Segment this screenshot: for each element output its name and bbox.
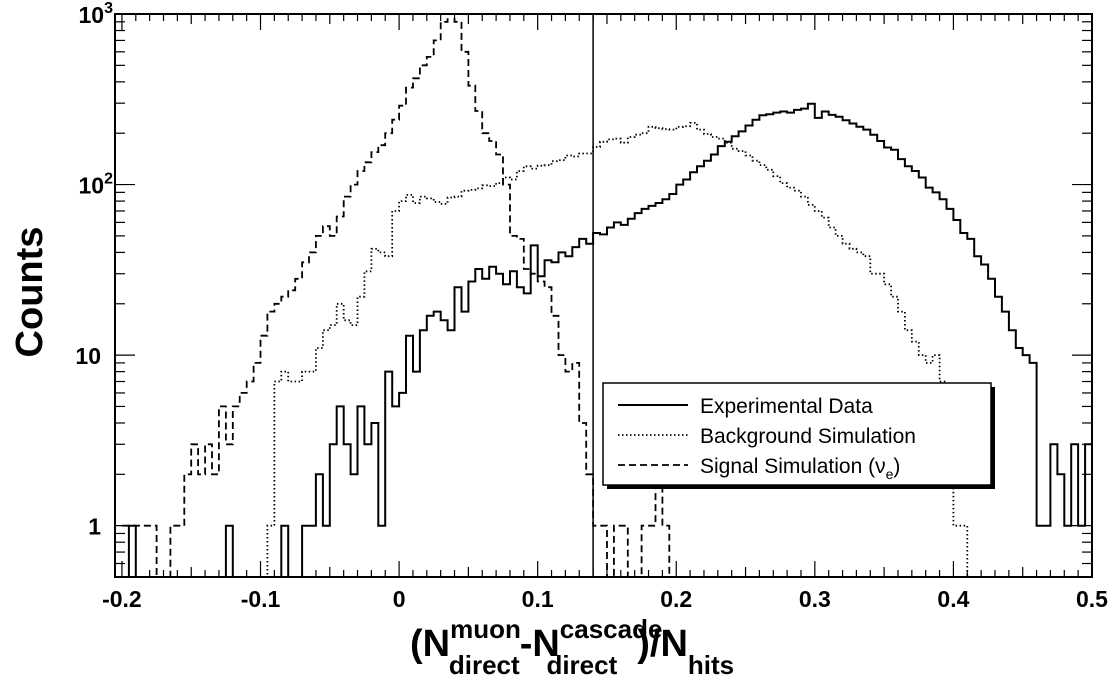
legend-label: Experimental Data (700, 395, 873, 418)
x-tick-label: 0 (393, 586, 406, 612)
axes-layer: -0.2 -0.1 0 0.1 0.2 0.3 0.4 0.5 1 10 102 103 (75, 0, 1108, 612)
x-tick-label: 0.4 (937, 586, 969, 612)
x-axis-title-text: (Nmuon direct-Ncascade direct)/Nhits (410, 614, 734, 680)
plot-background (115, 14, 1092, 577)
x-tick-label: -0.1 (241, 586, 281, 612)
x-tick-label: 0.2 (660, 586, 692, 612)
legend: Experimental Data Background Simulation Si… (602, 382, 995, 489)
x-tick-label: -0.2 (102, 586, 142, 612)
legend-label: Signal Simulation (νe) (700, 455, 900, 482)
x-axis-title: (Nmuon direct-Ncascade direct)/Nhits (410, 614, 734, 680)
y-tick-label: 1 (88, 514, 101, 540)
x-tick-label: 0.3 (799, 586, 831, 612)
plot-area (115, 14, 1092, 577)
x-tick-label: 0.1 (522, 586, 554, 612)
signal-simulation-histogram (121, 14, 677, 577)
y-axis-title: Counts (9, 227, 51, 358)
y-tick-label: 10 (75, 343, 101, 369)
plot-frame (114, 13, 1093, 578)
legend-box (602, 382, 992, 486)
background-simulation-histogram (121, 122, 982, 577)
x-tick-label: 0.5 (1076, 586, 1108, 612)
y-tick-label: 103 (79, 0, 114, 28)
legend-label: Background Simulation (700, 425, 916, 448)
series-layer (121, 14, 1092, 577)
experimental-data-histogram (121, 102, 1092, 577)
y-tick-label: 102 (79, 171, 114, 199)
